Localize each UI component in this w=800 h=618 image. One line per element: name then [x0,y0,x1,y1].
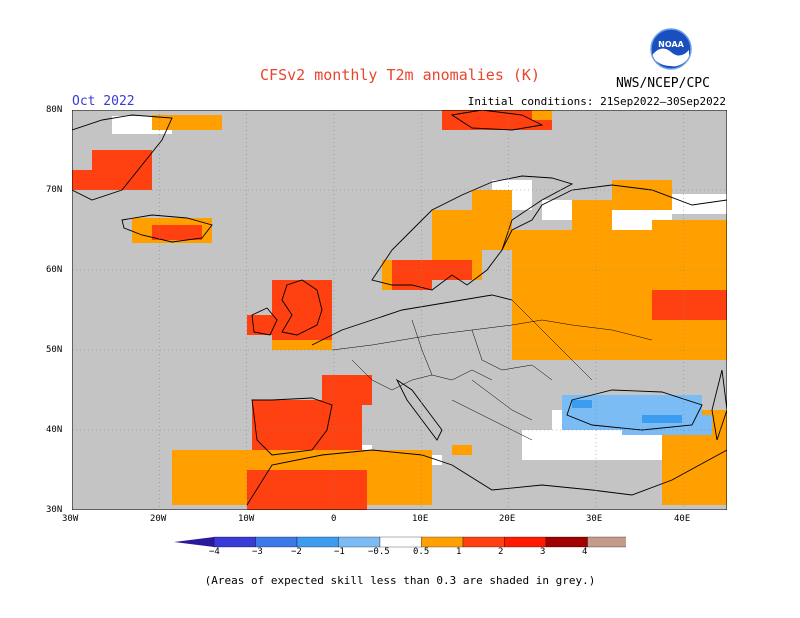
lon-label-40e: 40E [674,514,691,524]
lon-label-0: 0 [331,514,337,524]
colorbar-label: −3 [252,547,263,557]
lon-label-10e: 10E [412,514,429,524]
colorbar-label: −2 [291,547,302,557]
lon-label-30w: 30W [62,514,79,524]
colorbar-label: −0.5 [368,547,390,557]
colorbar-box [338,536,381,548]
colorbar-label: 4 [582,547,588,557]
colorbar-box [296,536,339,548]
colorbar-box [545,536,588,548]
colorbar-box [504,536,547,548]
lat-label-50n: 50N [46,345,63,355]
colorbar-arrow-left [174,537,214,547]
noaa-logo-icon: NOAA [650,28,692,70]
colorbar-label: 3 [540,547,546,557]
lat-label-60n: 60N [46,265,63,275]
lon-label-20w: 20W [150,514,167,524]
forecast-month: Oct 2022 [72,94,135,109]
lon-label-10w: 10W [238,514,255,524]
colorbar-box [379,536,422,548]
colorbar-box [462,536,505,548]
colorbar-label: −1 [334,547,345,557]
chart-title: CFSv2 monthly T2m anomalies (K) [260,66,540,84]
svg-text:NOAA: NOAA [658,40,684,49]
cold-regions [572,400,682,423]
colorbar-label: −4 [209,547,220,557]
lon-label-20e: 20E [499,514,516,524]
agency-label: NWS/NCEP/CPC [616,76,710,91]
colorbar [174,536,626,548]
colorbar-label: 2 [498,547,504,557]
colorbar-box [421,536,464,548]
colorbar-box [587,536,626,548]
lon-label-30e: 30E [586,514,603,524]
colorbar-box [255,536,298,548]
footnote: (Areas of expected skill less than 0.3 a… [204,574,596,587]
warmer-regions [72,110,727,510]
lat-label-40n: 40N [46,425,63,435]
initial-conditions: Initial conditions: 21Sep2022–30Sep2022 [467,95,726,108]
colorbar-box [213,536,256,548]
colorbar-label: 0.5 [413,547,430,557]
lat-label-30n: 30N [46,505,63,515]
map-gridlines [72,110,727,510]
anomaly-map [72,110,727,510]
lat-label-70n: 70N [46,185,63,195]
country-borders [331,299,653,441]
lat-label-80n: 80N [46,105,63,115]
colorbar-label: 1 [456,547,462,557]
